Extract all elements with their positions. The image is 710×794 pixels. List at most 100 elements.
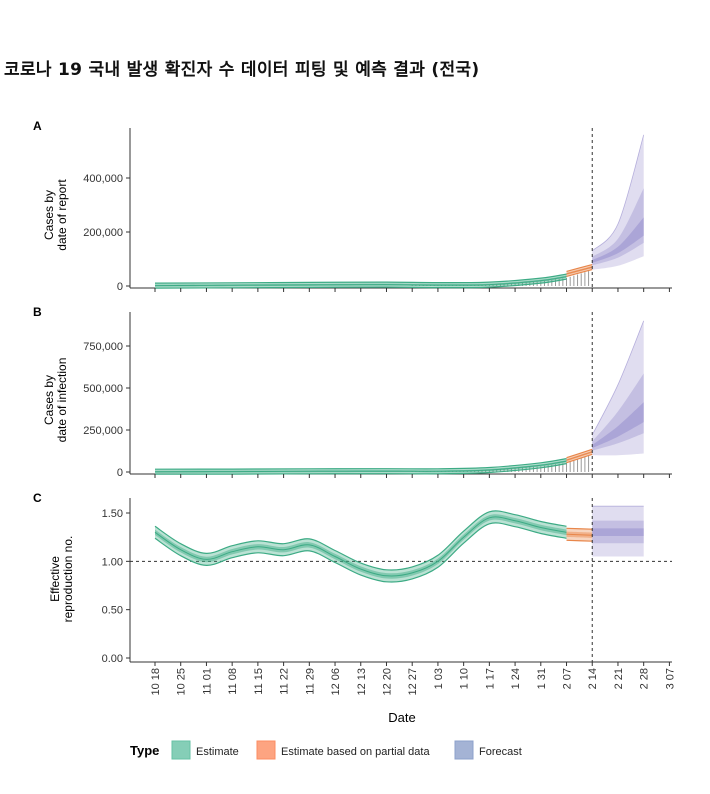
series-estimate-based-on-partial-data [566,527,593,542]
estimate-upper-line [566,527,593,530]
x-tick-label: 2 07 [562,668,574,689]
forecast-band-outer [592,506,644,557]
legend: Type Estimate Estimate based on partial da… [130,740,522,760]
y-tick-label: 200,000 [83,227,123,239]
series-forecast [591,134,645,270]
x-tick-label: 2 28 [639,668,651,689]
x-tick-label: 3 07 [664,668,676,689]
estimate-band [155,510,567,583]
series-estimate-based-on-partial-data [566,264,593,277]
x-tick-label: 1 03 [433,668,445,689]
y-tick-label: 0.00 [102,653,123,665]
y-axis-label-line: date of infection [55,358,69,443]
x-tick-label: 1 31 [536,668,548,689]
estimate-band [155,458,567,475]
estimate-lower-line [566,269,593,277]
legend-label: Estimate [196,746,239,758]
series-estimate [154,273,567,289]
legend-label: Estimate based on partial data [281,746,430,758]
panel-c: C Effective reproduction no. 0.00 0.50 1.00 1.… [33,491,672,666]
y-axis-label: Cases by date of report [42,179,69,251]
x-axis-ticks: 10 18 10 25 11 01 11 08 11 15 11 22 11 29 12 06… [150,668,676,696]
legend-label: Forecast [479,746,522,758]
x-tick-label: 12 06 [330,668,342,696]
x-tick-label: 12 27 [407,668,419,696]
estimate-upper-line [566,264,593,272]
x-tick-label: 1 24 [510,668,522,689]
y-tick-label: 500,000 [83,383,123,395]
y-axis-label-line: Effective [48,556,62,602]
forecast-band-inner [592,528,644,536]
estimate-lower-line [154,522,567,583]
legend-title: Type [130,743,159,758]
estimate-band-inner [155,514,567,579]
x-axis-title: Date [388,710,415,725]
y-tick-label: 250,000 [83,425,123,437]
x-tick-label: 2 14 [587,668,599,689]
x-tick-label: 11 29 [304,668,316,695]
panel-letter: C [33,491,42,505]
x-tick-label: 11 15 [253,668,265,695]
estimate-upper-line [566,448,593,459]
estimate-upper-line [154,273,567,284]
estimate-lower-line [154,463,567,475]
estimate-band [155,274,567,289]
panel-letter: A [33,119,42,133]
x-tick-label: 10 18 [150,668,162,696]
x-tick-label: 2 21 [613,668,625,689]
series-estimate [154,458,567,475]
forecast-band-inner [592,217,644,263]
panel-b: B Cases by date of infection 0 250,000 500,00… [33,305,672,479]
y-axis-label-line: Cases by [42,375,56,425]
estimate-center-line [566,451,593,461]
estimate-upper-line [154,510,567,571]
x-tick-label: 11 01 [201,668,213,695]
panel-letter: B [33,305,42,319]
x-tick-label: 1 10 [459,668,471,689]
y-tick-label: 0 [117,281,123,293]
x-tick-label: 10 25 [176,668,188,696]
forecast-band-outer [592,134,644,270]
x-tick-label: 11 22 [279,668,291,695]
forecast-band-middle [592,188,644,266]
legend-item: Estimate [171,740,239,760]
series-forecast [591,320,645,456]
y-tick-label: 0 [117,467,123,479]
estimate-center-line [154,460,567,473]
legend-swatch [454,740,474,760]
estimate-center-line [566,533,593,536]
x-tick-label: 1 17 [484,668,496,689]
estimate-center-line [154,516,567,577]
series-forecast [592,505,644,557]
legend-item: Forecast [454,740,522,760]
forecast-band-middle [592,373,644,451]
y-tick-label: 750,000 [83,341,123,353]
estimate-center-line [154,276,567,287]
forecast-band-inner [592,402,644,449]
estimate-upper-line [154,458,567,470]
series-estimate-based-on-partial-data [566,448,593,464]
estimate-lower-line [566,539,593,542]
y-tick-label: 1.00 [102,556,123,568]
y-axis-label-line: date of report [55,179,69,251]
y-axis-label-line: Cases by [42,190,56,240]
legend-swatch [256,740,276,760]
estimate-lower-line [154,278,567,289]
legend-swatch [171,740,191,760]
estimate-lower-line [566,453,593,464]
y-tick-label: 400,000 [83,173,123,185]
page-title: 코로나 19 국내 발생 확진자 수 데이터 피팅 및 예측 결과 (전국) [4,60,480,80]
y-tick-label: 1.50 [102,508,123,520]
forecast-upper-edge [591,134,645,252]
y-axis-label-line: reproduction no. [61,536,75,623]
y-axis-label: Effective reproduction no. [48,536,75,623]
y-tick-label: 0.50 [102,605,123,617]
forecast-upper-edge [591,320,645,436]
legend-item: Estimate based on partial data [256,740,430,760]
x-tick-label: 12 20 [381,668,393,696]
x-tick-label: 12 13 [356,668,368,696]
x-tick-label: 11 08 [227,668,239,695]
series-estimate [154,510,567,583]
forecast-band-middle [592,520,644,544]
